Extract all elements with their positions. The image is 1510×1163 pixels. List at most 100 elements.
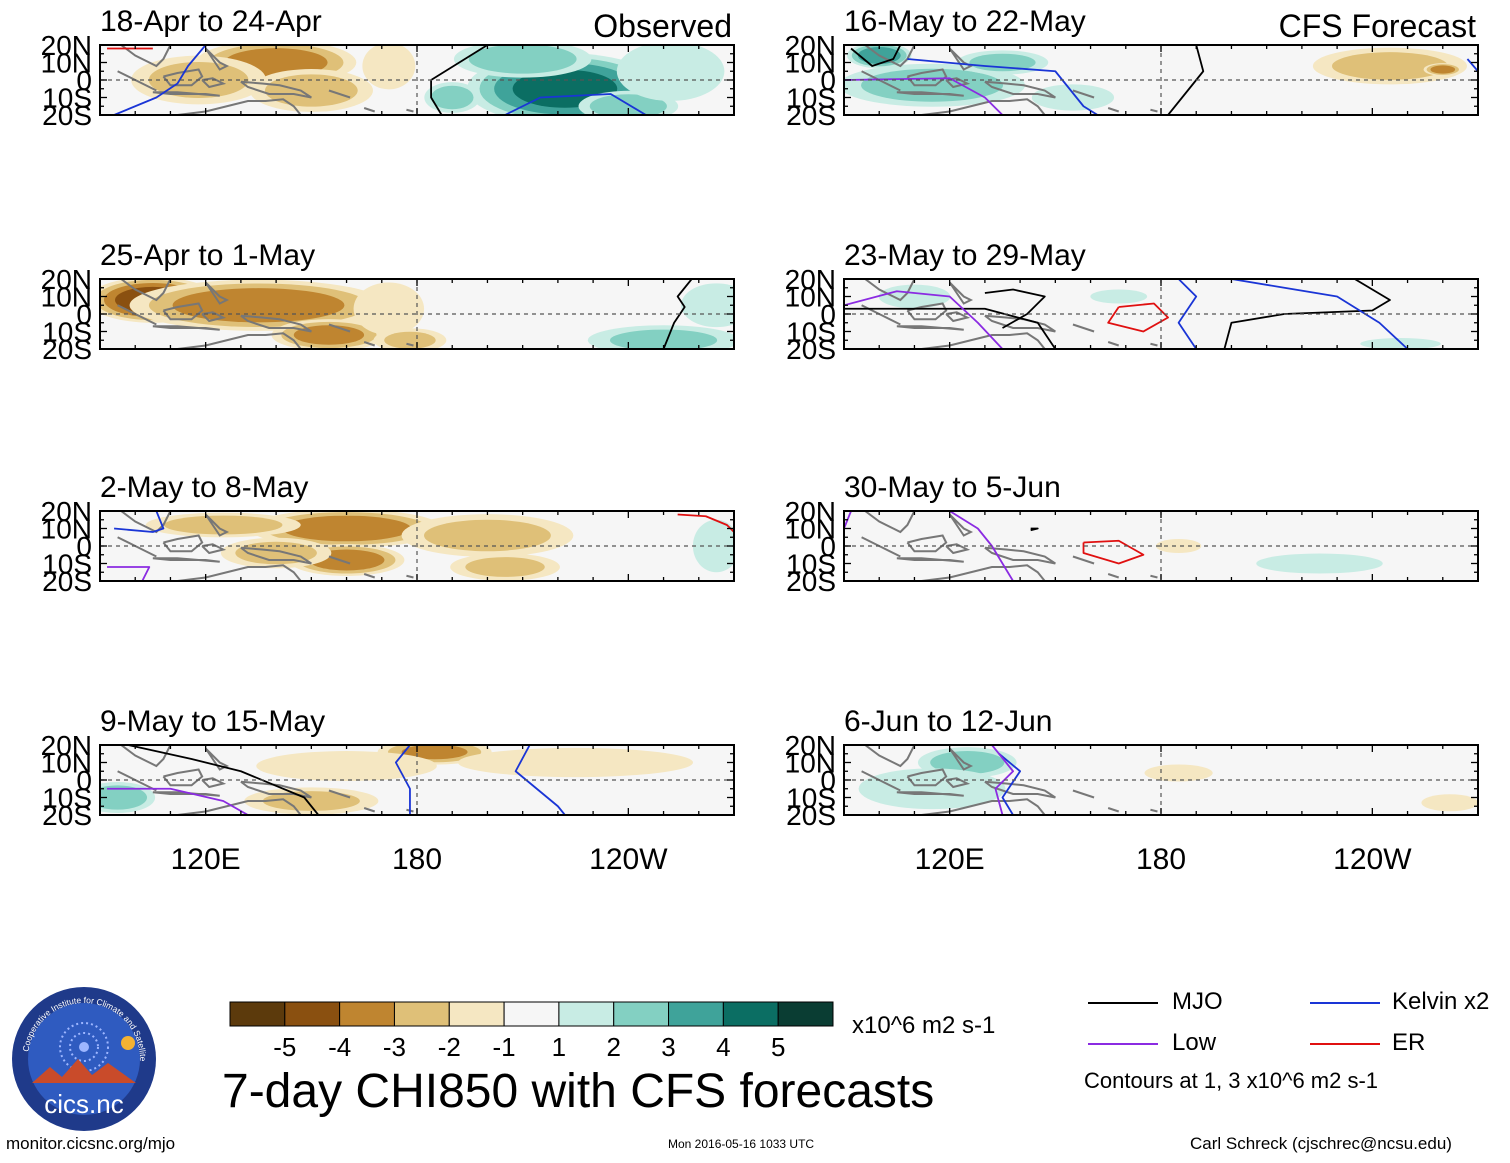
colorbar-tick: 2 xyxy=(606,1032,620,1062)
coastline xyxy=(240,546,312,565)
wave-contour-low xyxy=(107,787,249,815)
coastline xyxy=(120,45,172,68)
colorbar-tick: -1 xyxy=(493,1032,516,1062)
footer-timestamp: Mon 2016-05-16 1033 UTC xyxy=(668,1137,815,1151)
lat-label: 20N xyxy=(41,264,92,295)
lat-label: 20S xyxy=(786,100,836,131)
lat-label: 0 xyxy=(820,531,836,562)
lat-label: 20N xyxy=(785,730,836,761)
panel-header-forecast: CFS Forecast xyxy=(1279,8,1476,44)
lat-label: 10N xyxy=(785,282,836,313)
coastline xyxy=(1107,107,1120,113)
lat-label: 10S xyxy=(42,317,92,348)
wave-contour-mjo xyxy=(1223,279,1391,349)
panel-period: 30-May to 5-Jun xyxy=(844,471,1061,504)
colorbar-swatch xyxy=(668,1001,724,1027)
lat-label: 10N xyxy=(785,48,836,79)
anomaly-shade xyxy=(424,519,551,552)
lat-label: 0 xyxy=(820,299,836,330)
lat-label: 10S xyxy=(42,549,92,580)
legend-label-er: ER xyxy=(1392,1029,1426,1056)
footer-url[interactable]: monitor.cicsnc.org/mjo xyxy=(6,1134,176,1153)
coastline xyxy=(328,323,351,333)
coastline xyxy=(120,511,172,534)
coastline xyxy=(864,745,916,768)
colorbar-units: x10^6 m2 s-1 xyxy=(852,1012,996,1039)
coastline xyxy=(906,768,948,787)
wave-contour-mjo xyxy=(984,288,1046,329)
colorbar-swatch xyxy=(777,1001,834,1027)
colorbar-tick: -4 xyxy=(328,1032,351,1062)
anomaly-shade xyxy=(430,85,474,110)
coastline xyxy=(162,534,204,553)
colorbar-tick: -3 xyxy=(383,1032,406,1062)
colorbar-swatch xyxy=(284,1001,341,1027)
coastline xyxy=(162,768,204,787)
coastline xyxy=(1150,108,1158,113)
anomaly-shade xyxy=(1256,553,1383,574)
panel-period: 18-Apr to 24-Apr xyxy=(100,5,322,38)
lat-label: 10N xyxy=(41,748,92,779)
wave-contour-kelvin xyxy=(907,58,1099,115)
colorbar-swatch xyxy=(503,1001,560,1027)
coastline xyxy=(945,543,971,555)
lon-label: 120E xyxy=(915,843,985,876)
anomaly-shade xyxy=(1090,289,1148,304)
lat-label: 10N xyxy=(785,514,836,545)
anomaly-shade xyxy=(858,768,1006,810)
coastline xyxy=(896,325,964,331)
panel-field xyxy=(100,745,694,815)
coastline xyxy=(406,108,414,113)
contour-note: Contours at 1, 3 x10^6 m2 s-1 xyxy=(1084,1068,1379,1093)
lat-label: 10N xyxy=(41,48,92,79)
panel-header-observed: Observed xyxy=(593,8,732,44)
coastline xyxy=(1072,789,1095,799)
lon-label: 120E xyxy=(171,843,241,876)
coastline xyxy=(162,68,204,87)
colorbar-swatch xyxy=(448,1001,505,1027)
coastline xyxy=(204,747,230,771)
colorbar-swatch xyxy=(613,1001,670,1027)
anomaly-shade xyxy=(256,751,437,781)
anomaly-shade xyxy=(293,325,365,345)
panel-field xyxy=(858,745,1478,815)
lat-label: 20N xyxy=(41,496,92,527)
coastline xyxy=(406,574,414,579)
coastline xyxy=(1150,574,1158,579)
lat-label: 20S xyxy=(42,566,92,597)
lat-label: 20N xyxy=(785,264,836,295)
coastline xyxy=(896,91,964,97)
lat-label: 10S xyxy=(786,549,836,580)
wave-contour-mjo xyxy=(127,745,320,815)
coastline xyxy=(1107,807,1120,813)
anomaly-shade xyxy=(1331,52,1448,80)
coastline xyxy=(240,80,312,99)
wave-contour-mjo xyxy=(844,307,1057,349)
anomaly-shade xyxy=(468,45,577,74)
coastline xyxy=(1107,341,1120,347)
lat-label: 20S xyxy=(786,566,836,597)
wave-contour-kelvin xyxy=(514,745,566,815)
logo-text: cics.nc xyxy=(44,1089,123,1119)
colorbar-tick: 3 xyxy=(661,1032,675,1062)
panel-period: 25-Apr to 1-May xyxy=(100,239,315,272)
lat-label: 20S xyxy=(42,100,92,131)
coastline xyxy=(177,98,302,115)
legend-line-er xyxy=(1310,1043,1380,1045)
lat-label: 10N xyxy=(41,282,92,313)
coastline xyxy=(984,80,1056,99)
panel-field xyxy=(107,511,734,581)
coastline xyxy=(177,798,302,815)
colorbar-tick: 5 xyxy=(771,1032,785,1062)
coastline xyxy=(204,281,230,305)
panel-field xyxy=(107,45,725,115)
anomaly-shade xyxy=(616,45,725,101)
coastline xyxy=(945,311,971,323)
lon-label: 120W xyxy=(1333,843,1412,876)
coastline xyxy=(984,314,1056,333)
